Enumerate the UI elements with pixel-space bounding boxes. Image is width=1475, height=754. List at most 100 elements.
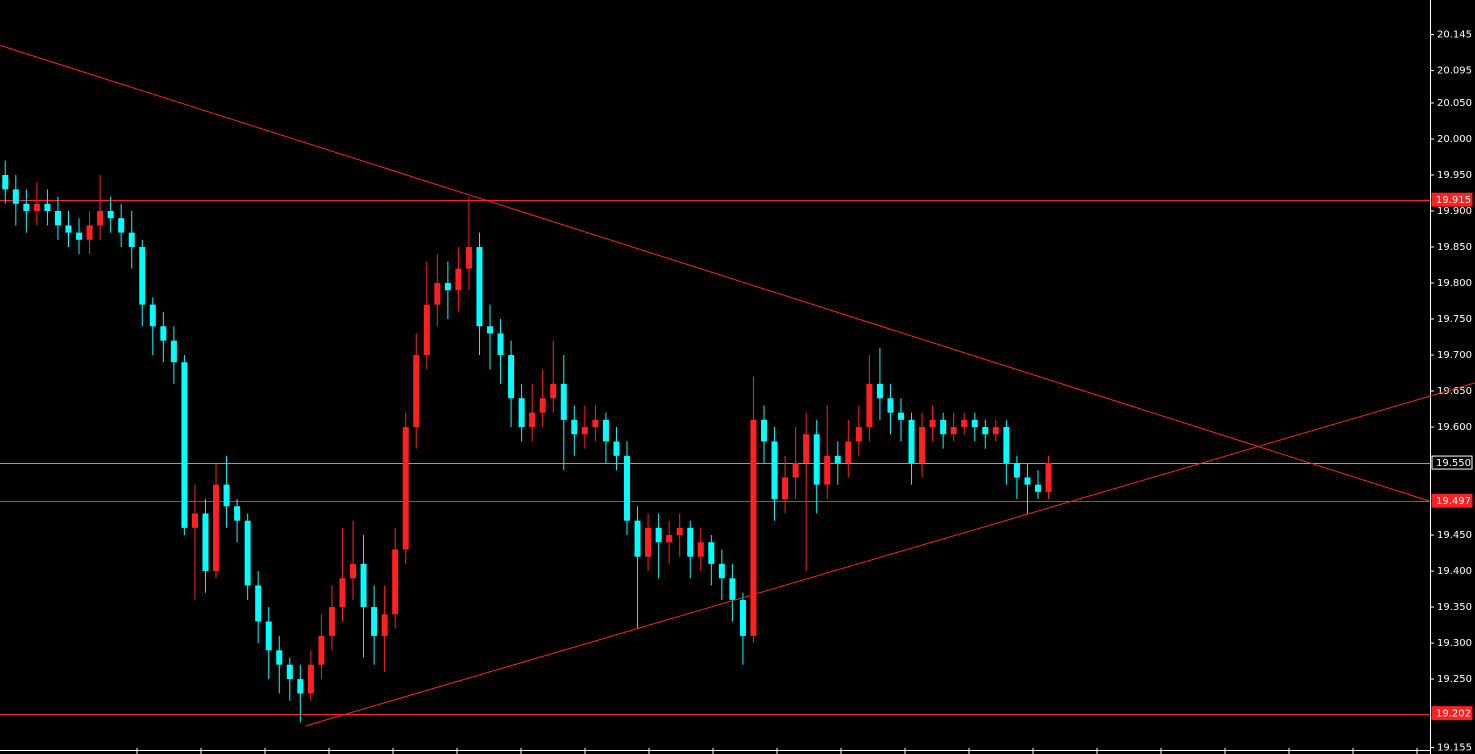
- candle-body: [560, 383, 567, 420]
- price-level-label-box: [1431, 706, 1473, 721]
- trend-line: [0, 44, 1431, 502]
- candle-body: [392, 549, 399, 615]
- candle-body: [950, 427, 957, 435]
- candle-body: [213, 484, 220, 572]
- candle-body: [181, 362, 188, 528]
- candle-body: [149, 304, 156, 327]
- price-level-label: 19.915: [1436, 195, 1471, 206]
- candle-body: [518, 398, 525, 428]
- candle-body: [666, 535, 673, 543]
- candle-body: [645, 527, 652, 557]
- candle-body: [1024, 477, 1031, 485]
- candle-body: [118, 218, 125, 233]
- candle-body: [86, 225, 93, 240]
- candle-body: [255, 585, 262, 622]
- price-level-label: 19.550: [1436, 458, 1471, 469]
- candle-body: [982, 427, 989, 435]
- candle-body: [887, 398, 894, 413]
- candle-body: [128, 232, 135, 248]
- candle-body: [655, 527, 662, 543]
- candle-body: [455, 268, 462, 291]
- trend-line: [305, 382, 1475, 727]
- candle-body: [371, 607, 378, 636]
- candle-body: [65, 225, 72, 233]
- candle-body: [602, 419, 609, 442]
- y-tick-label: 19.250: [1437, 674, 1472, 685]
- y-tick-label: 20.050: [1437, 98, 1472, 109]
- candle-body: [919, 427, 926, 464]
- candle-body: [866, 383, 873, 428]
- candle-body: [139, 247, 146, 305]
- candle-body: [592, 419, 599, 428]
- y-tick-label: 20.145: [1437, 30, 1472, 41]
- candle-body: [697, 542, 704, 557]
- candle-body: [687, 527, 694, 557]
- price-level-label-box: [1431, 455, 1473, 470]
- candle-body: [1034, 484, 1041, 492]
- candle-body: [624, 455, 631, 521]
- candle-body: [297, 679, 304, 694]
- candle-body: [423, 304, 430, 356]
- candle-body: [2, 174, 9, 190]
- candle-body: [761, 419, 768, 442]
- candle-body: [191, 513, 198, 528]
- candle-body: [33, 203, 40, 212]
- candle-body: [834, 455, 841, 464]
- candle-body: [497, 333, 504, 356]
- y-tick-label: 20.000: [1437, 134, 1472, 145]
- candle-body: [581, 427, 588, 435]
- y-tick-label: 19.900: [1437, 206, 1472, 217]
- candle-body: [782, 477, 789, 500]
- y-tick-label: 20.095: [1437, 66, 1472, 77]
- candle-body: [265, 621, 272, 651]
- price-level-label: 19.497: [1436, 496, 1471, 507]
- candle-body: [465, 247, 472, 269]
- y-tick-label: 19.850: [1437, 242, 1472, 253]
- candle-body: [307, 664, 314, 694]
- candle-body: [613, 441, 620, 456]
- candle-body: [276, 650, 283, 665]
- candle-body: [487, 326, 494, 334]
- candle-body: [750, 419, 757, 636]
- y-tick-label: 19.950: [1437, 170, 1472, 181]
- y-tick-label: 19.650: [1437, 386, 1472, 397]
- candle-body: [739, 599, 746, 636]
- candle-body: [550, 383, 557, 399]
- candle-body: [402, 427, 409, 550]
- y-tick-label: 19.350: [1437, 602, 1472, 613]
- candle-body: [676, 527, 683, 536]
- candle-body: [160, 326, 167, 341]
- candle-body: [170, 340, 177, 363]
- candle-body: [202, 513, 209, 572]
- candle-body: [508, 355, 515, 399]
- candle-body: [44, 203, 51, 212]
- y-tick-label: 19.750: [1437, 314, 1472, 325]
- candle-body: [971, 419, 978, 428]
- candle-body: [476, 247, 483, 327]
- candle-body: [444, 283, 451, 291]
- y-tick-label: 19.700: [1437, 350, 1472, 361]
- candle-body: [328, 607, 335, 636]
- price-level-label-box: [1431, 192, 1473, 207]
- candle-body: [350, 563, 357, 579]
- candle-body: [54, 211, 61, 226]
- candle-body: [634, 520, 641, 557]
- candle-body: [1045, 463, 1052, 492]
- y-tick-label: 19.155: [1437, 743, 1472, 754]
- candle-body: [897, 412, 904, 420]
- candle-body: [1003, 427, 1010, 464]
- y-tick-label: 19.450: [1437, 530, 1472, 541]
- candle-body: [940, 419, 947, 435]
- candle-body: [381, 614, 388, 636]
- candle-body: [76, 232, 83, 240]
- candle-body: [360, 563, 367, 608]
- candle-body: [908, 419, 915, 464]
- candle-body: [234, 506, 241, 521]
- candle-body: [824, 455, 831, 485]
- candle-body: [771, 441, 778, 500]
- candle-body: [318, 635, 325, 665]
- candle-body: [539, 398, 546, 413]
- candle-body: [339, 578, 346, 608]
- price-level-label-box: [1431, 493, 1473, 508]
